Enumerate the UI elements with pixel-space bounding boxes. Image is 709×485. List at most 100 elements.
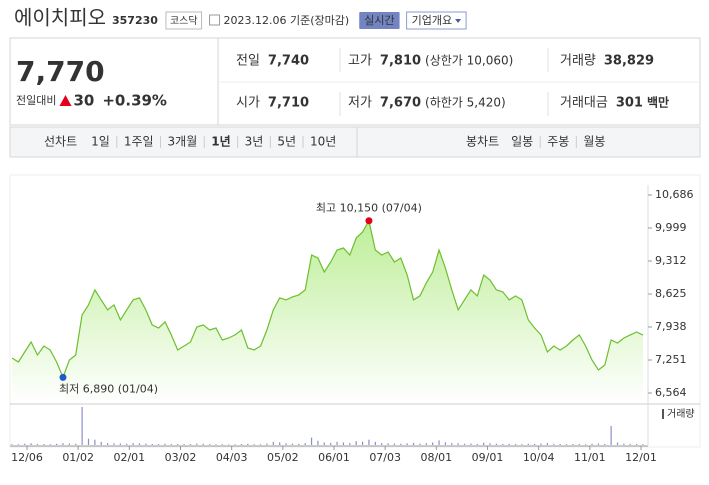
volume-bar (578, 444, 580, 445)
stat-label: 전일 (236, 54, 260, 69)
tab-label: 봉차트 (466, 135, 499, 149)
current-price: 7,770 (16, 55, 105, 88)
volume-bar (623, 443, 625, 445)
volume-bar (553, 443, 555, 445)
volume-bar (113, 443, 115, 445)
volume-bar (330, 442, 332, 445)
volume-bar (463, 443, 466, 445)
period-tab[interactable]: 3년 (245, 135, 264, 149)
volume-bar (208, 444, 211, 445)
stat-label: 저가 (348, 96, 372, 111)
period-tab[interactable]: 5년 (277, 135, 296, 149)
volume-bar (483, 442, 485, 445)
volume-bar (572, 443, 574, 445)
stat-value: 7,810 (380, 54, 421, 69)
company-name: 에이치피오 (14, 6, 106, 30)
stat-label: 거래량 (560, 54, 596, 69)
stat-value: 7,710 (268, 96, 309, 111)
volume-bar (489, 443, 491, 445)
area-fill (12, 220, 643, 403)
volume-bar (400, 443, 402, 445)
volume-bar (508, 443, 510, 445)
volume-bar (170, 444, 172, 445)
volume-bar (591, 443, 593, 445)
volume-bar (355, 441, 357, 445)
tab-label: 선차트 (44, 135, 77, 149)
stock-code: 357230 (112, 14, 158, 27)
volume-bar (374, 441, 376, 445)
volume-bar (457, 443, 459, 445)
volume-bar (119, 443, 121, 445)
x-tick-label: 09/01 (472, 451, 504, 464)
x-tick-label: 08/01 (420, 451, 452, 464)
volume-bar (349, 443, 351, 445)
x-tick-label: 07/03 (369, 451, 401, 464)
overview-button[interactable] (406, 11, 467, 30)
stat-value: 301 (616, 96, 643, 111)
overview[interactable]: 기업개요 (412, 14, 452, 27)
period-tab[interactable]: 월봉 (583, 135, 605, 149)
volume-bar (240, 444, 243, 445)
y-tick-label: 7,251 (655, 353, 687, 366)
volume-bar (540, 443, 542, 445)
period-tab[interactable]: 1년 (211, 135, 230, 149)
volume-bar (30, 443, 32, 445)
volume-bar (317, 440, 319, 445)
volume-bar (387, 443, 389, 445)
volume-bar (381, 443, 383, 445)
volume-bar (514, 444, 517, 445)
volume-bar (151, 443, 153, 445)
volume-bar (253, 444, 255, 445)
volume-bar (476, 443, 478, 445)
volume-bar (432, 442, 434, 445)
volume-bar (304, 443, 306, 445)
volume-bar (259, 444, 262, 445)
stat-label: 시가 (236, 96, 260, 111)
period-tab[interactable]: 3개월 (168, 135, 198, 149)
period-tab[interactable]: 10년 (310, 135, 336, 149)
volume-bar (521, 444, 523, 445)
volume-bar (559, 444, 561, 445)
y-tick-label: 10,686 (655, 188, 694, 201)
volume-bar (17, 444, 19, 445)
stat-value: 38,829 (604, 54, 654, 69)
x-tick-label: 12/06 (11, 451, 43, 464)
volume-bar (534, 443, 536, 445)
volume-bar (189, 444, 192, 445)
volume-bar (412, 442, 415, 445)
volume-bar (138, 443, 141, 445)
x-tick-label: 04/03 (216, 451, 248, 464)
realtime[interactable]: 실시간 (364, 14, 394, 27)
volume-bar (642, 444, 644, 445)
volume-bar (62, 443, 64, 445)
volume-bar (470, 443, 472, 445)
volume-bar (546, 443, 548, 445)
calendar-icon (209, 14, 221, 26)
stat-value: 7,670 (380, 96, 421, 111)
y-tick-label: 7,938 (655, 320, 687, 333)
x-tick-label: 03/02 (165, 451, 197, 464)
volume-bar (234, 444, 236, 445)
period-tab[interactable]: 주봉 (547, 135, 569, 149)
volume-bar (107, 443, 109, 445)
volume-bar (157, 444, 160, 445)
period-tab[interactable]: 1일 (91, 135, 110, 149)
y-tick-label: 9,312 (655, 254, 687, 267)
volume-bar (183, 444, 185, 445)
change: 30 (73, 92, 94, 110)
realtime-button[interactable] (359, 12, 400, 29)
volume-bar (215, 444, 217, 445)
volume-bar (279, 442, 281, 445)
y-tick-label: 6,564 (655, 386, 687, 399)
volume-bar (502, 443, 504, 445)
volume-bar (291, 443, 294, 445)
volume-bar (68, 443, 70, 445)
stat-label: 고가 (348, 54, 372, 69)
change-pct: +0.39% (102, 92, 167, 110)
stat-value: 7,740 (268, 54, 309, 69)
volume-legend-mark (662, 409, 664, 419)
change-label: 전일대비 (16, 93, 56, 107)
period-tab[interactable]: 1주일 (124, 135, 154, 149)
volume-bar (247, 443, 249, 445)
period-tab[interactable]: 일봉 (511, 135, 533, 149)
